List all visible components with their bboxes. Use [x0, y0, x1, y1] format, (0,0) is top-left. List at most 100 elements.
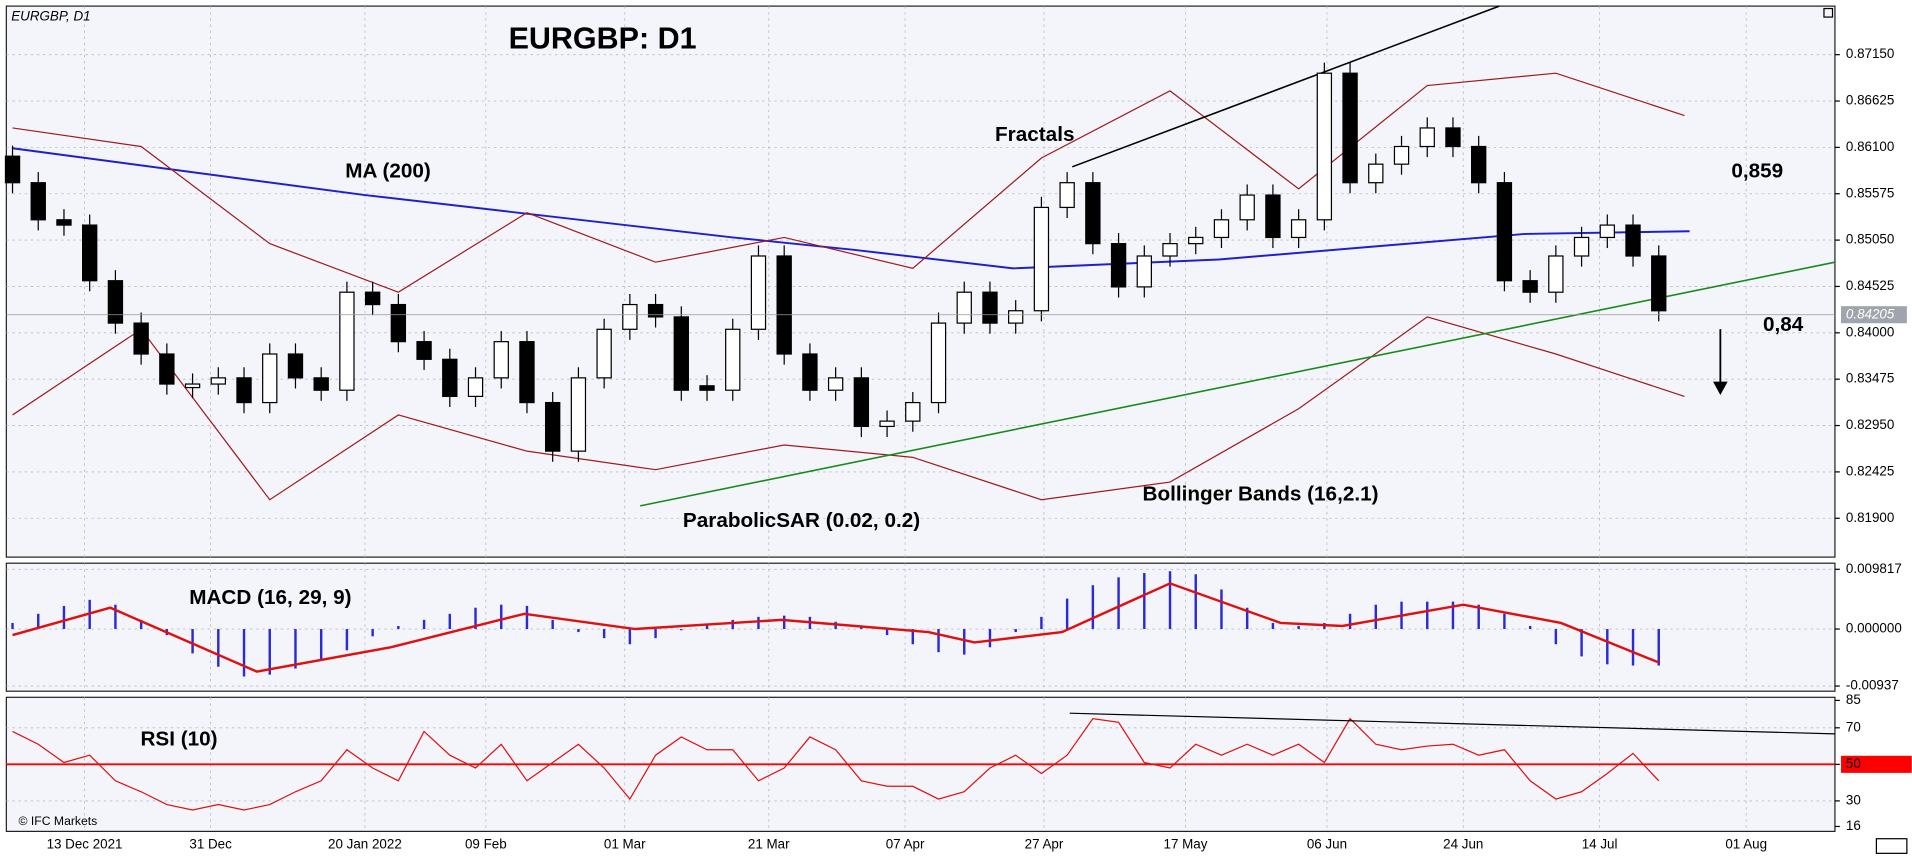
candle-body [30, 182, 46, 221]
x-tick-label: 24 Jun [1443, 836, 1483, 851]
y-tick-label: 0.85050 [1846, 232, 1894, 247]
bollinger-band [12, 72, 1685, 293]
annotation: 0,84 [1763, 313, 1804, 336]
candle-body [827, 377, 844, 391]
x-tick-label: 07 Apr [886, 836, 925, 851]
candle-body [1110, 243, 1127, 288]
annotation: MA (200) [345, 159, 431, 182]
candle-body [1316, 72, 1333, 221]
last-price-label: 0.84205 [1846, 306, 1895, 321]
x-tick-label: 01 Mar [604, 836, 646, 851]
candle-body [1085, 182, 1101, 245]
x-tick-label: 17 May [1163, 836, 1207, 851]
candle-body [1136, 255, 1152, 288]
candle-body [467, 377, 484, 398]
chart-title: EURGBP: D1 [509, 21, 697, 55]
candle-body [442, 358, 458, 398]
y-tick-label: 16 [1846, 818, 1861, 833]
candle-body [1008, 310, 1024, 324]
y-tick-label: 0.86625 [1846, 93, 1894, 108]
window-icon[interactable] [1823, 7, 1834, 18]
y-tick-label: -0.00937 [1846, 678, 1899, 693]
candle-body [1419, 127, 1435, 148]
trend-line [1069, 712, 1835, 735]
candle-body [133, 322, 149, 355]
symbol-label: EURGBP, D1 [11, 9, 90, 24]
candle-body [262, 353, 278, 404]
y-tick-label: 30 [1846, 792, 1861, 807]
candle-body [4, 155, 21, 184]
candle-body [1265, 194, 1281, 239]
candle-body [647, 303, 664, 318]
y-tick-label: 0.82950 [1846, 417, 1894, 432]
y-tick-label: 0.009817 [1846, 561, 1902, 576]
candle-body [1471, 145, 1487, 184]
candle-body [725, 328, 741, 391]
x-tick-label: 21 Mar [748, 836, 790, 851]
candle-body [802, 353, 818, 391]
candle-body [1548, 255, 1564, 293]
candle-body [1496, 182, 1513, 282]
candle-body [1162, 243, 1178, 257]
annotation: 0,859 [1731, 159, 1783, 182]
y-tick-label: 0.85575 [1846, 185, 1894, 200]
y-tick-label: 0.87150 [1846, 46, 1894, 61]
candle-body [776, 255, 792, 355]
footer: © IFC Markets [19, 814, 98, 828]
x-tick-label: 14 Jul [1582, 836, 1618, 851]
candle-body [905, 401, 921, 422]
candle-body [1188, 236, 1204, 245]
candle-body [1599, 224, 1615, 239]
candle-body [1393, 145, 1410, 165]
candle-body [416, 341, 432, 360]
candle-body [519, 341, 535, 404]
trend-line [1071, 5, 1500, 168]
candle-body [879, 420, 895, 428]
candle-body [673, 316, 689, 391]
last-price-box [1841, 306, 1907, 324]
candle-body [210, 377, 226, 385]
y-tick-label: 0.84525 [1846, 278, 1894, 293]
y-tick-label: 50 [1846, 756, 1861, 771]
annotation: Bollinger Bands (16,2.1) [1143, 482, 1379, 505]
candle-body [1625, 224, 1641, 257]
x-tick-label: 01 Aug [1725, 836, 1767, 851]
y-tick-label: 70 [1846, 719, 1861, 734]
candle-body [930, 322, 947, 404]
bollinger-band [12, 316, 1685, 501]
x-tick-label: 20 Jan 2022 [328, 836, 402, 851]
candle-body [1059, 182, 1075, 209]
candle-body [699, 385, 715, 391]
candle-body [493, 341, 509, 379]
candle-body [313, 377, 329, 391]
scale-button[interactable] [1875, 838, 1908, 854]
signal-line [12, 582, 1660, 673]
candle-body [1033, 206, 1050, 312]
macd-panel [5, 562, 1836, 692]
moving-average [12, 147, 1690, 270]
candle-body [545, 401, 561, 452]
candle-body [364, 291, 381, 306]
candle-body [82, 224, 98, 282]
candle-body [853, 377, 870, 428]
candle-body [1342, 72, 1358, 184]
y-tick-label: 0.84000 [1846, 324, 1894, 339]
candle-body [390, 303, 407, 343]
candle-body [56, 219, 72, 226]
candle-body [596, 328, 612, 379]
candle-body [1213, 219, 1230, 239]
y-tick-label: 0.86100 [1846, 139, 1894, 154]
x-tick-label: 27 Apr [1025, 836, 1064, 851]
y-tick-label: 85 [1846, 692, 1861, 707]
candle-body [1239, 194, 1255, 221]
macd-title: MACD (16, 29, 9) [189, 586, 351, 609]
candle-body [184, 383, 201, 389]
rsi-line [12, 717, 1660, 811]
arrow-head [1713, 381, 1728, 395]
candle-body [287, 353, 304, 379]
x-tick-label: 09 Feb [465, 836, 507, 851]
annotation: Fractals [995, 123, 1074, 146]
candle-body [956, 291, 972, 324]
candle-body [236, 377, 252, 404]
